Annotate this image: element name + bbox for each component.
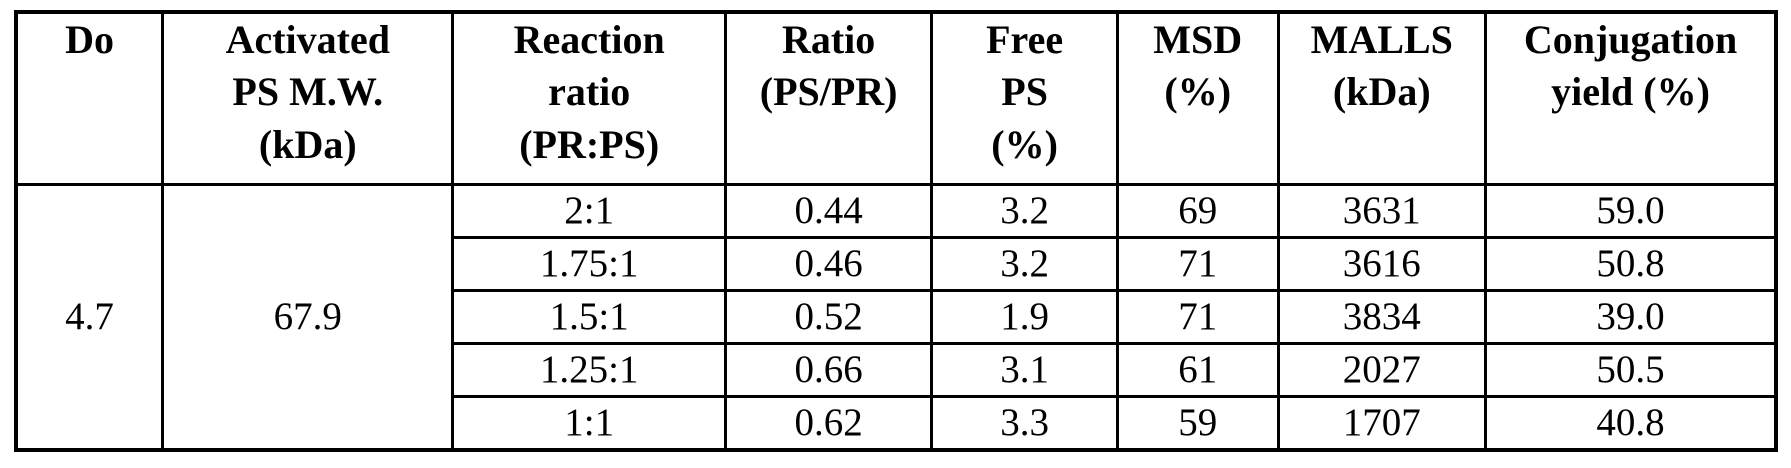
cell-msd: 71 xyxy=(1115,235,1280,292)
conjugation-results-table: Do Activated PS M.W. (kDa) Reaction rati… xyxy=(14,10,1778,452)
cell-malls: 2027 xyxy=(1276,341,1488,398)
cell-ratio-ps-pr: 0.66 xyxy=(723,341,934,398)
table-row: 1.75:1 0.46 3.2 71 3616 50.8 xyxy=(16,235,1778,292)
cell-msd: 59 xyxy=(1115,394,1280,452)
cell-conjugation-yield: 39.0 xyxy=(1484,288,1778,345)
table-row: 1.5:1 0.52 1.9 71 3834 39.0 xyxy=(16,288,1778,345)
cell-msd: 69 xyxy=(1115,182,1280,239)
cell-conjugation-yield: 50.5 xyxy=(1484,341,1778,398)
cell-msd: 61 xyxy=(1115,341,1280,398)
cell-free-ps: 1.9 xyxy=(930,288,1119,345)
column-header-reaction-ratio: Reaction ratio (PR:PS) xyxy=(451,10,727,186)
cell-malls: 3616 xyxy=(1276,235,1488,292)
cell-malls: 1707 xyxy=(1276,394,1488,452)
cell-do-value: 4.7 xyxy=(14,182,165,452)
column-header-free-ps: Free PS (%) xyxy=(930,10,1119,186)
column-header-malls: MALLS (kDa) xyxy=(1276,10,1488,186)
cell-free-ps: 3.1 xyxy=(930,341,1119,398)
table-row: 1.25:1 0.66 3.1 61 2027 50.5 xyxy=(16,341,1778,398)
header-row: Do Activated PS M.W. (kDa) Reaction rati… xyxy=(14,10,1778,186)
cell-reaction-ratio: 2:1 xyxy=(451,182,727,239)
cell-ratio-ps-pr: 0.46 xyxy=(723,235,934,292)
cell-conjugation-yield: 50.8 xyxy=(1484,235,1778,292)
column-header-msd: MSD (%) xyxy=(1115,10,1280,186)
cell-ratio-ps-pr: 0.62 xyxy=(723,394,934,452)
column-header-activated-ps-mw: Activated PS M.W. (kDa) xyxy=(161,10,455,186)
cell-reaction-ratio: 1.5:1 xyxy=(451,288,727,345)
cell-conjugation-yield: 59.0 xyxy=(1484,182,1778,239)
cell-reaction-ratio: 1:1 xyxy=(451,394,727,452)
cell-ratio-ps-pr: 0.44 xyxy=(723,182,934,239)
cell-free-ps: 3.2 xyxy=(930,182,1119,239)
cell-reaction-ratio: 1.75:1 xyxy=(451,235,727,292)
table-row: 1:1 0.62 3.3 59 1707 40.8 xyxy=(16,394,1778,452)
column-header-ratio-ps-pr: Ratio (PS/PR) xyxy=(723,10,934,186)
cell-malls: 3834 xyxy=(1276,288,1488,345)
cell-conjugation-yield: 40.8 xyxy=(1484,394,1778,452)
cell-free-ps: 3.2 xyxy=(930,235,1119,292)
cell-reaction-ratio: 1.25:1 xyxy=(451,341,727,398)
table-row: 4.7 67.9 2:1 0.44 3.2 69 3631 59.0 xyxy=(14,182,1778,452)
conjugation-results-table-container: Do Activated PS M.W. (kDa) Reaction rati… xyxy=(14,10,1778,452)
cell-activated-ps-mw-value: 67.9 xyxy=(161,182,455,452)
cell-free-ps: 3.3 xyxy=(930,394,1119,452)
cell-msd: 71 xyxy=(1115,288,1280,345)
column-header-do: Do xyxy=(14,10,165,186)
column-header-conjugation-yield: Conjugation yield (%) xyxy=(1484,10,1778,186)
cell-ratio-ps-pr: 0.52 xyxy=(723,288,934,345)
cell-malls: 3631 xyxy=(1276,182,1488,239)
